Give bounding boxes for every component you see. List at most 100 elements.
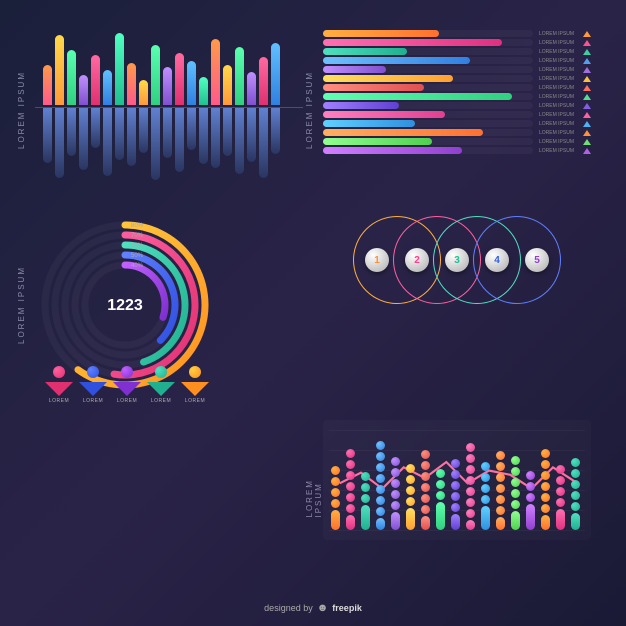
triangle-icon [583,58,591,64]
bar [115,33,124,105]
dot-icon [376,452,385,461]
dot-icon [436,480,445,489]
hbar-row: LOREM IPSUM [323,48,591,55]
stem [541,515,550,530]
arc-label: 40% [131,263,144,269]
hbar-track [323,111,533,118]
stem [571,513,580,530]
dot-icon [571,480,580,489]
step-number: 2 [414,255,420,266]
dot-column [449,459,461,530]
dot-icon [466,443,475,452]
dot-icon [391,501,400,510]
dot-icon [421,450,430,459]
triangle-icon [583,121,591,127]
dot-column [479,462,491,530]
stem [346,515,355,530]
dot-icon [361,494,370,503]
triangle-icon [583,103,591,109]
bar [259,57,268,105]
hbar-label: LOREM IPSUM [539,130,577,136]
stem [526,504,535,530]
hbar-fill [323,138,432,145]
dot-icon [496,451,505,460]
bar [199,77,208,105]
dot-column [464,443,476,530]
mirror-bar [103,108,112,176]
dot-icon [346,460,355,469]
dot-icon [346,482,355,491]
mirror-bar [259,108,268,178]
legend-triangle-icon [45,382,73,396]
legend-label: LOREM [49,398,69,404]
legend-dot-icon [121,366,133,378]
mirror-bar [211,108,220,168]
dot-icon [406,486,415,495]
panel-title: LOREM IPSUM [17,266,26,344]
dot-icon [436,469,445,478]
bar [127,63,136,105]
stem [511,511,520,530]
hbar-track [323,75,533,82]
step-dot: 3 [445,248,469,272]
bar [211,39,220,105]
mirror-bar [67,108,76,156]
bar [235,47,244,105]
legend-item: LOREM [113,366,141,404]
mirror-bar [175,108,184,172]
dot-icon [541,449,550,458]
bar [79,75,88,105]
legend-item: LOREM [147,366,175,404]
dot-icon [556,498,565,507]
hbar-fill [323,39,502,46]
legend-label: LOREM [185,398,205,404]
mirror-bar [55,108,64,178]
hbar-fill [323,66,386,73]
dot-icon [346,471,355,480]
dot-icon [556,487,565,496]
mirror-bar [235,108,244,174]
hbar-row: LOREM IPSUM [323,39,591,46]
hbar-track [323,48,533,55]
mirror-bar [163,108,172,158]
mirror-bar [271,108,280,154]
dot-icon [376,496,385,505]
dot-icon [391,468,400,477]
dot-icon [331,477,340,486]
dot-icon [406,464,415,473]
hbar-row: LOREM IPSUM [323,120,591,127]
stem [406,508,415,530]
dot-icon [571,469,580,478]
dot-column [434,469,446,530]
hbar-label: LOREM IPSUM [539,112,577,118]
stem [466,520,475,530]
legend-item: LOREM [181,366,209,404]
dot-icon [511,478,520,487]
arc-label: 70% [131,233,144,239]
dot-icon [496,506,505,515]
dot-icon [421,472,430,481]
legend-dot-icon [53,366,65,378]
dot-icon [541,471,550,480]
dot-icon [361,472,370,481]
stem [421,516,430,530]
dot-column [389,457,401,530]
hbar-track [323,66,533,73]
dot-column [344,449,356,530]
dot-icon [466,476,475,485]
dot-icon [541,504,550,513]
dot-icon [421,494,430,503]
hbar-track [323,138,533,145]
reflected-bar-chart: LOREM IPSUM [35,30,303,190]
triangle-icon [583,40,591,46]
hbar-fill [323,147,462,154]
hbar-track [323,57,533,64]
hbar-label: LOREM IPSUM [539,139,577,145]
panel-title: LOREM IPSUM [305,71,314,149]
dot-icon [571,502,580,511]
arc-label: 80% [131,223,144,229]
legend-label: LOREM [151,398,171,404]
hbar-row: LOREM IPSUM [323,102,591,109]
step-dot: 2 [405,248,429,272]
mirror-bar [199,108,208,164]
